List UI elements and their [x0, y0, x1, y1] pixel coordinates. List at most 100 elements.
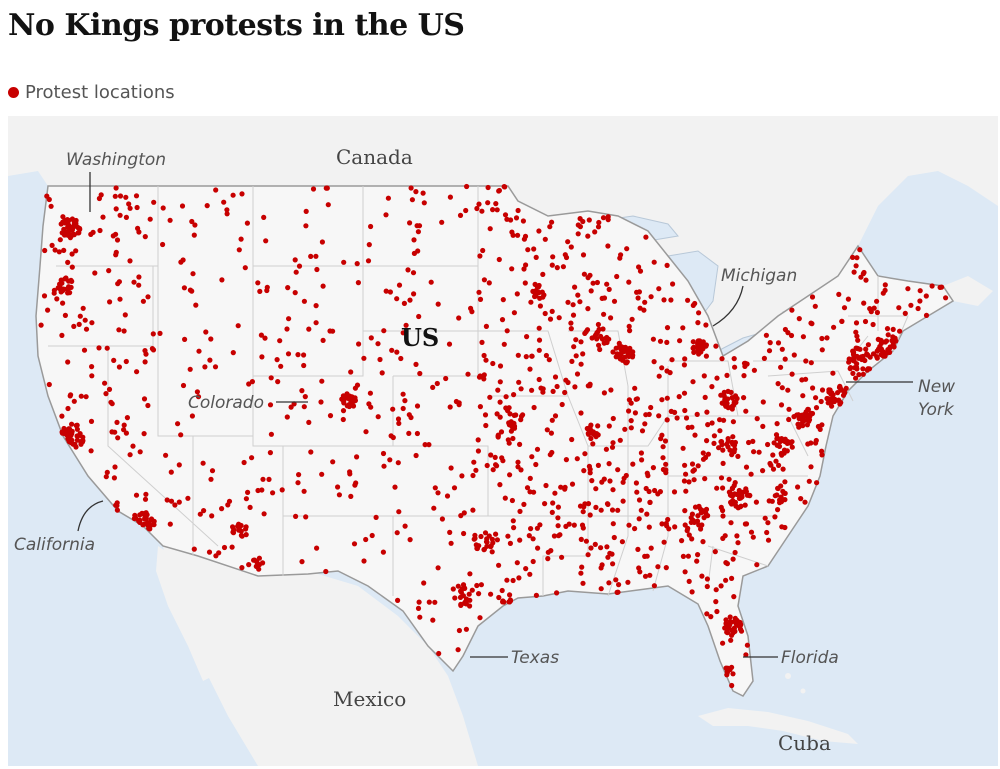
protest-dot	[559, 554, 565, 560]
legend-dot-icon	[8, 87, 19, 98]
protest-dot	[789, 444, 795, 450]
protest-dot	[255, 487, 261, 494]
protest-dot	[340, 408, 347, 414]
protest-dot	[109, 429, 115, 435]
protest-dot	[661, 297, 667, 303]
protest-dot	[325, 202, 331, 208]
protest-dot	[546, 357, 552, 363]
protest-dot	[568, 326, 574, 332]
protest-dot	[492, 454, 498, 460]
protest-dot	[475, 448, 481, 454]
protest-dot	[853, 320, 860, 326]
protest-dot	[864, 351, 870, 357]
protest-dot	[613, 577, 619, 583]
protest-dot	[795, 421, 801, 427]
protest-dot	[323, 185, 329, 191]
protest-dot	[490, 467, 496, 473]
protest-dot	[915, 305, 921, 312]
protest-dot	[89, 320, 95, 326]
protest-dot	[366, 242, 372, 248]
protest-dot	[295, 480, 301, 486]
protest-dot	[587, 383, 593, 389]
protest-dot	[917, 288, 923, 294]
protest-dot	[77, 432, 83, 438]
protest-dot	[800, 334, 807, 340]
protest-dot	[314, 545, 320, 551]
protest-dot	[112, 193, 118, 199]
protest-dot	[812, 303, 818, 309]
protest-dot	[644, 511, 650, 517]
protest-dot	[695, 348, 701, 354]
protest-dot	[497, 482, 503, 488]
protest-dot	[624, 246, 630, 252]
protest-dot	[720, 640, 726, 646]
protest-dot	[526, 533, 532, 539]
protest-dot	[117, 193, 124, 199]
protest-dot	[769, 498, 775, 504]
protest-dot	[729, 575, 735, 581]
protest-dot	[614, 351, 620, 357]
protest-dot	[577, 503, 584, 509]
protest-dot	[426, 442, 432, 448]
protest-dot	[187, 287, 193, 293]
protest-dot	[60, 219, 66, 225]
protest-dot	[656, 413, 662, 419]
protest-dot	[61, 232, 68, 238]
protest-dot	[121, 422, 127, 428]
protest-dot	[74, 422, 80, 428]
protest-dot	[81, 347, 88, 353]
protest-dot	[461, 530, 467, 537]
protest-dot	[246, 381, 252, 387]
protest-dot	[729, 682, 735, 689]
protest-dot	[403, 322, 409, 328]
protest-dot	[356, 341, 362, 347]
protest-dot	[137, 519, 143, 525]
protest-dot	[68, 233, 74, 239]
protest-dot	[618, 344, 625, 350]
protest-dot	[734, 395, 740, 402]
legend: Protest locations	[8, 82, 175, 103]
protest-dot	[582, 451, 588, 457]
protest-dot	[709, 420, 715, 426]
protest-dot	[668, 297, 674, 303]
protest-dot	[301, 362, 307, 369]
protest-dot	[629, 354, 636, 360]
protest-dot	[131, 279, 137, 285]
protest-dot	[516, 379, 522, 385]
protest-dot	[469, 587, 475, 593]
protest-dot	[704, 576, 711, 582]
protest-dot	[175, 421, 181, 427]
protest-dot	[563, 377, 569, 383]
protest-dot	[470, 472, 476, 479]
protest-dot	[527, 571, 533, 577]
protest-dot	[413, 361, 419, 367]
protest-dot	[467, 571, 473, 577]
protest-dot	[200, 460, 206, 466]
protest-dot	[549, 509, 555, 515]
protest-dots	[38, 183, 949, 689]
protest-dot	[172, 502, 178, 508]
protest-dot	[514, 291, 520, 297]
protest-dot	[191, 546, 197, 552]
protest-dot	[569, 481, 576, 487]
protest-dot	[892, 335, 898, 341]
protest-dot	[375, 414, 381, 420]
protest-dot	[827, 387, 833, 393]
protest-dot	[61, 286, 67, 292]
protest-dot	[302, 394, 308, 400]
protest-dot	[113, 206, 119, 212]
protest-dot	[493, 201, 499, 207]
protest-dot	[303, 223, 309, 229]
protest-dot	[497, 379, 503, 385]
protest-dot	[684, 528, 690, 534]
protest-dot	[471, 459, 477, 465]
protest-dot	[551, 533, 558, 539]
protest-dot	[130, 443, 136, 449]
protest-dot	[472, 532, 478, 538]
protest-dot	[569, 436, 575, 443]
protest-dot	[727, 667, 733, 673]
protest-dot	[458, 588, 464, 594]
protest-dot	[239, 533, 245, 539]
protest-dot	[245, 489, 251, 495]
protest-dot	[804, 422, 811, 428]
